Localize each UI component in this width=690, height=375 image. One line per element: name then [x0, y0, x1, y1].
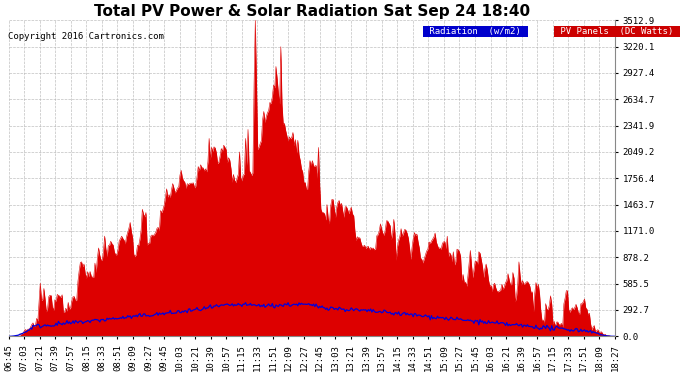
Title: Total PV Power & Solar Radiation Sat Sep 24 18:40: Total PV Power & Solar Radiation Sat Sep…	[94, 4, 530, 19]
Text: PV Panels  (DC Watts): PV Panels (DC Watts)	[555, 27, 679, 36]
Text: Radiation  (w/m2): Radiation (w/m2)	[424, 27, 526, 36]
Text: Copyright 2016 Cartronics.com: Copyright 2016 Cartronics.com	[8, 32, 164, 41]
